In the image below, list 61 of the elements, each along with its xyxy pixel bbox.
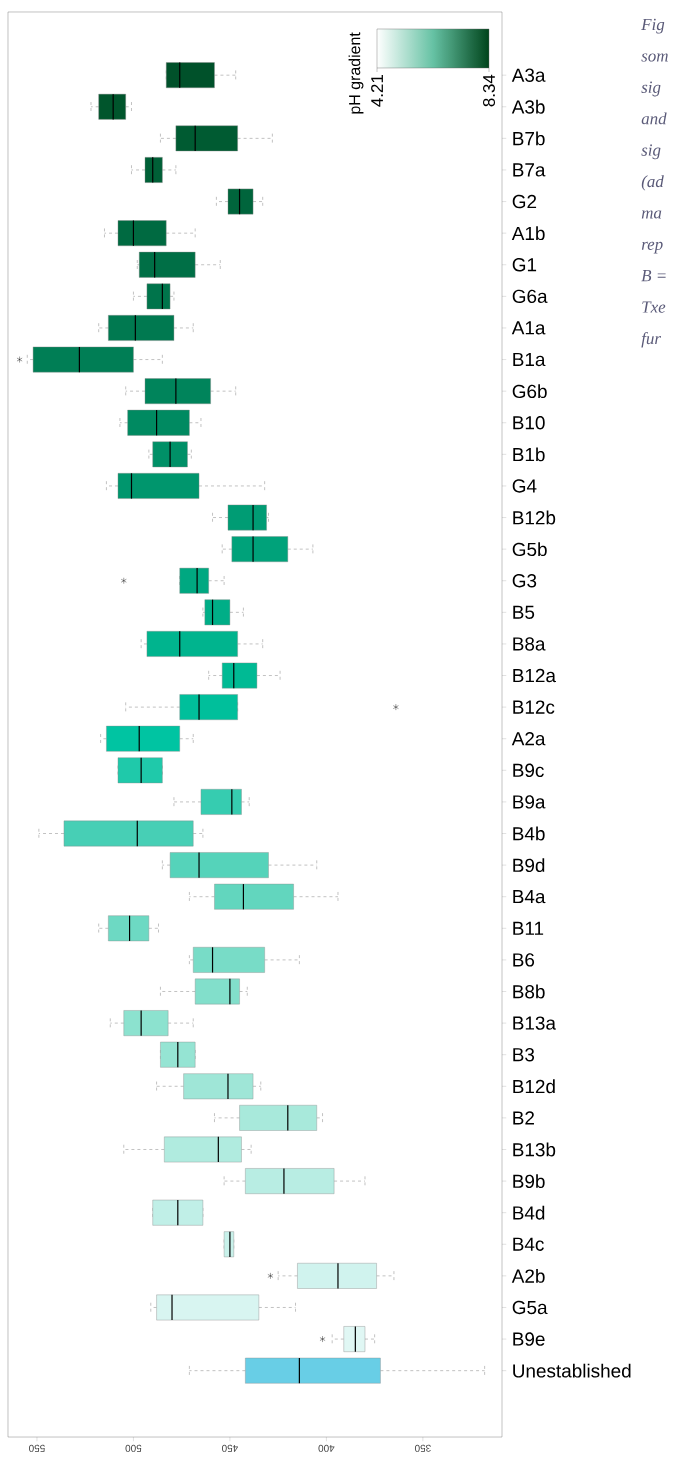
- y-tick-label: G5a: [512, 1300, 548, 1315]
- y-tick-label: B13a: [513, 1016, 556, 1030]
- text: Txe: [642, 301, 666, 313]
- text: rep: [641, 241, 663, 254]
- y-tick-label: B2: [513, 1111, 534, 1125]
- text: Fig: [641, 18, 665, 34]
- y-tick-label: B1b: [513, 447, 545, 462]
- x-tick-label: 350: [414, 1444, 431, 1452]
- y-tick-label: G5b: [512, 542, 547, 557]
- y-tick-label: B12b: [513, 510, 556, 525]
- y-tick-label: B4d: [513, 1205, 545, 1220]
- y-tick-label: G1: [512, 258, 537, 272]
- y-tick-label: B9e: [513, 1332, 545, 1346]
- y-tick-label: Unestablished: [513, 1363, 631, 1378]
- text: and: [641, 112, 667, 125]
- y-tick-label: B8b: [513, 984, 545, 999]
- y-tick-label: B12d: [513, 1079, 555, 1094]
- y-tick-label: B7b: [513, 131, 545, 146]
- text: fur: [641, 332, 662, 348]
- y-tick-label: B9b: [513, 1174, 545, 1189]
- y-tick-label: G4: [512, 479, 537, 493]
- annotation: 8.34: [483, 74, 496, 107]
- y-tick-label: A3a: [511, 68, 546, 82]
- y-tick-label: G6a: [512, 289, 548, 304]
- x-tick-label: 450: [221, 1444, 238, 1452]
- y-tick-label: B5: [513, 605, 535, 619]
- y-tick-label: B12c: [513, 700, 555, 714]
- annotation: 4.21: [371, 75, 383, 107]
- y-tick-label: B3: [513, 1047, 535, 1062]
- text: sig: [641, 144, 661, 160]
- text: B =: [641, 270, 666, 282]
- y-tick-label: B7a: [513, 163, 546, 177]
- y-tick-label: B9a: [513, 795, 546, 809]
- y-tick-label: B1a: [513, 352, 546, 367]
- y-tick-label: B6: [513, 953, 535, 967]
- y-tick-label: G6b: [512, 384, 547, 399]
- y-tick-label: A1a: [511, 321, 546, 335]
- y-tick-label: G3: [512, 574, 537, 588]
- x-tick-label: 500: [125, 1444, 142, 1452]
- y-tick-label: G2: [512, 194, 537, 209]
- y-tick-label: B13b: [513, 1142, 556, 1157]
- y-tick-label: A3b: [511, 99, 545, 114]
- y-tick-label: B4c: [513, 1237, 544, 1251]
- y-tick-label: B8a: [513, 637, 546, 651]
- y-tick-label: A2a: [511, 732, 546, 746]
- y-tick-label: A2b: [511, 1268, 545, 1283]
- y-tick-label: B4a: [513, 890, 546, 904]
- color-bar-title: pH gradient: [348, 32, 364, 114]
- x-tick-label: 400: [318, 1444, 335, 1452]
- y-tick-label: B4b: [513, 826, 545, 841]
- text: som: [641, 53, 668, 62]
- y-tick-label: B11: [513, 921, 544, 935]
- text: ma: [641, 210, 662, 219]
- text: (ad: [641, 175, 664, 191]
- y-tick-label: B9c: [513, 763, 544, 778]
- x-tick-label: 550: [29, 1444, 45, 1452]
- y-tick-label: A1b: [511, 226, 545, 241]
- text: sig: [641, 81, 661, 97]
- y-tick-label: B9d: [513, 858, 545, 873]
- y-tick-label: B12a: [513, 668, 556, 683]
- y-tick-label: B10: [513, 416, 545, 430]
